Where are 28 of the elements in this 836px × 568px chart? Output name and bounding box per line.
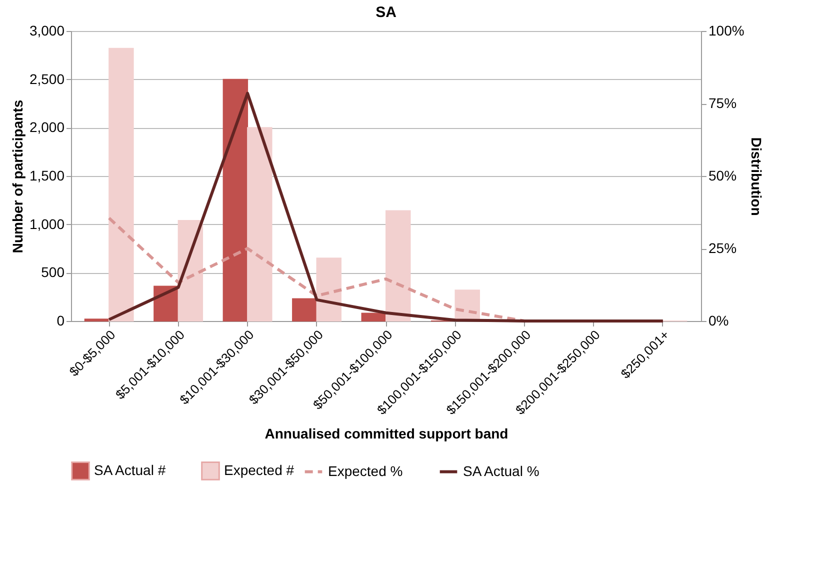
bar: [247, 127, 272, 322]
y-tick-label: 1,000: [29, 216, 65, 232]
y2-tick-label: 0%: [708, 312, 729, 328]
y-tick-label: 1,500: [29, 168, 65, 184]
y-tick-label: 3,000: [29, 22, 65, 38]
y2-tick-label: 100%: [708, 22, 744, 38]
bar: [292, 298, 318, 322]
chart-title: SA: [376, 4, 397, 21]
y-tick-label: 2,000: [29, 119, 65, 136]
line-series: [108, 92, 664, 322]
y-tick-label: 500: [41, 264, 65, 280]
y2-axis-title: Distribution: [748, 137, 764, 216]
bar: [108, 48, 134, 322]
bar: [386, 210, 411, 322]
legend-label: Expected #: [224, 462, 294, 478]
y2-tick-label: 75%: [708, 95, 737, 111]
y-axis-title: Number of participants: [9, 100, 26, 254]
y2-tick-label: 50%: [708, 168, 737, 184]
legend-label: SA Actual %: [463, 462, 540, 479]
y-tick-label: 2,500: [29, 70, 65, 87]
y-tick-label: 0: [56, 312, 65, 328]
bar: [361, 312, 386, 322]
x-axis-title: Annualised committed support band: [264, 425, 508, 442]
bar: [222, 78, 248, 322]
bar: [316, 258, 342, 322]
legend-label: SA Actual #: [94, 462, 166, 478]
y2-tick-label: 25%: [708, 240, 737, 256]
legend-label: Expected %: [328, 462, 403, 479]
